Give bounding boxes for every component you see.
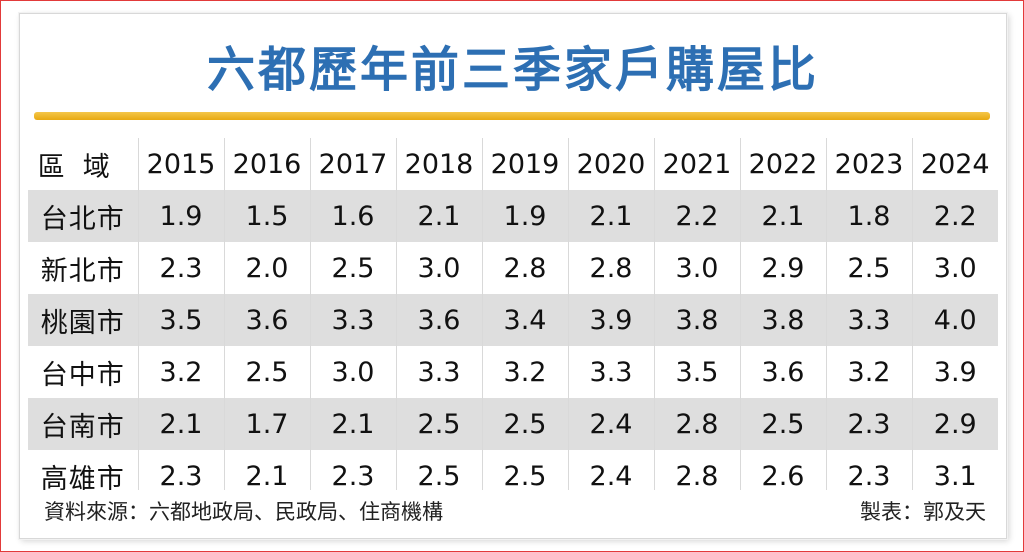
value-cell: 3.5 bbox=[653, 346, 740, 398]
value-cell: 3.4 bbox=[481, 294, 568, 346]
value-cell: 3.6 bbox=[223, 294, 310, 346]
year-header: 2021 bbox=[653, 138, 740, 190]
value-cell: 2.1 bbox=[567, 190, 654, 242]
region-cell: 台南市 bbox=[28, 398, 138, 450]
value-cell: 2.5 bbox=[395, 398, 482, 450]
region-cell: 台中市 bbox=[28, 346, 138, 398]
value-cell: 3.3 bbox=[567, 346, 654, 398]
value-cell: 3.6 bbox=[395, 294, 482, 346]
table-row: 新北市 2.3 2.0 2.5 3.0 2.8 2.8 3.0 2.9 2.5 … bbox=[28, 242, 998, 294]
data-table: 區域 2015 2016 2017 2018 2019 2020 2021 20… bbox=[28, 138, 998, 502]
value-cell: 2.8 bbox=[653, 398, 740, 450]
table-row: 台中市 3.2 2.5 3.0 3.3 3.2 3.3 3.5 3.6 3.2 … bbox=[28, 346, 998, 398]
header-row: 區域 2015 2016 2017 2018 2019 2020 2021 20… bbox=[28, 138, 998, 190]
value-cell: 3.8 bbox=[739, 294, 826, 346]
value-cell: 3.3 bbox=[395, 346, 482, 398]
footer-bar: 資料來源：六都地政局、民政局、住商機構 製表：郭及天 bbox=[28, 490, 998, 534]
year-header: 2015 bbox=[137, 138, 224, 190]
value-cell: 2.5 bbox=[309, 242, 396, 294]
value-cell: 2.5 bbox=[739, 398, 826, 450]
value-cell: 2.5 bbox=[481, 398, 568, 450]
value-cell: 3.0 bbox=[911, 242, 998, 294]
value-cell: 3.0 bbox=[653, 242, 740, 294]
value-cell: 2.1 bbox=[137, 398, 224, 450]
value-cell: 3.9 bbox=[567, 294, 654, 346]
value-cell: 3.2 bbox=[825, 346, 912, 398]
source-note: 資料來源：六都地政局、民政局、住商機構 bbox=[44, 500, 443, 524]
value-cell: 1.8 bbox=[825, 190, 912, 242]
year-header: 2022 bbox=[739, 138, 826, 190]
value-cell: 3.2 bbox=[137, 346, 224, 398]
value-cell: 2.1 bbox=[739, 190, 826, 242]
year-header: 2020 bbox=[567, 138, 654, 190]
value-cell: 3.3 bbox=[825, 294, 912, 346]
table-row: 桃園市 3.5 3.6 3.3 3.6 3.4 3.9 3.8 3.8 3.3 … bbox=[28, 294, 998, 346]
value-cell: 2.3 bbox=[137, 242, 224, 294]
value-cell: 2.3 bbox=[825, 398, 912, 450]
value-cell: 1.9 bbox=[137, 190, 224, 242]
value-cell: 3.5 bbox=[137, 294, 224, 346]
region-cell: 新北市 bbox=[28, 242, 138, 294]
value-cell: 2.5 bbox=[223, 346, 310, 398]
chart-title: 六都歷年前三季家戶購屋比 bbox=[206, 42, 819, 98]
value-cell: 2.9 bbox=[911, 398, 998, 450]
value-cell: 3.6 bbox=[739, 346, 826, 398]
value-cell: 2.8 bbox=[567, 242, 654, 294]
value-cell: 2.1 bbox=[309, 398, 396, 450]
region-cell: 台北市 bbox=[28, 190, 138, 242]
value-cell: 3.8 bbox=[653, 294, 740, 346]
value-cell: 1.7 bbox=[223, 398, 310, 450]
credit-note: 製表：郭及天 bbox=[860, 500, 986, 524]
value-cell: 4.0 bbox=[911, 294, 998, 346]
value-cell: 3.0 bbox=[309, 346, 396, 398]
value-cell: 2.5 bbox=[825, 242, 912, 294]
year-header: 2016 bbox=[223, 138, 310, 190]
value-cell: 3.2 bbox=[481, 346, 568, 398]
value-cell: 3.0 bbox=[395, 242, 482, 294]
value-cell: 2.2 bbox=[911, 190, 998, 242]
value-cell: 2.9 bbox=[739, 242, 826, 294]
value-cell: 3.3 bbox=[309, 294, 396, 346]
table-row: 台北市 1.9 1.5 1.6 2.1 1.9 2.1 2.2 2.1 1.8 … bbox=[28, 190, 998, 242]
value-cell: 2.4 bbox=[567, 398, 654, 450]
value-cell: 2.8 bbox=[481, 242, 568, 294]
region-header: 區域 bbox=[28, 138, 138, 190]
year-header: 2017 bbox=[309, 138, 396, 190]
value-cell: 2.2 bbox=[653, 190, 740, 242]
value-cell: 2.0 bbox=[223, 242, 310, 294]
table-row: 台南市 2.1 1.7 2.1 2.5 2.5 2.4 2.8 2.5 2.3 … bbox=[28, 398, 998, 450]
value-cell: 1.5 bbox=[223, 190, 310, 242]
year-header: 2023 bbox=[825, 138, 912, 190]
infographic-card: 六都歷年前三季家戶購屋比 區域 2015 2016 2017 2018 2019… bbox=[19, 13, 1007, 539]
year-header: 2019 bbox=[481, 138, 568, 190]
value-cell: 1.9 bbox=[481, 190, 568, 242]
value-cell: 3.9 bbox=[911, 346, 998, 398]
year-header: 2018 bbox=[395, 138, 482, 190]
title-underline bbox=[34, 112, 990, 120]
year-header: 2024 bbox=[911, 138, 998, 190]
region-cell: 桃園市 bbox=[28, 294, 138, 346]
value-cell: 1.6 bbox=[309, 190, 396, 242]
value-cell: 2.1 bbox=[395, 190, 482, 242]
